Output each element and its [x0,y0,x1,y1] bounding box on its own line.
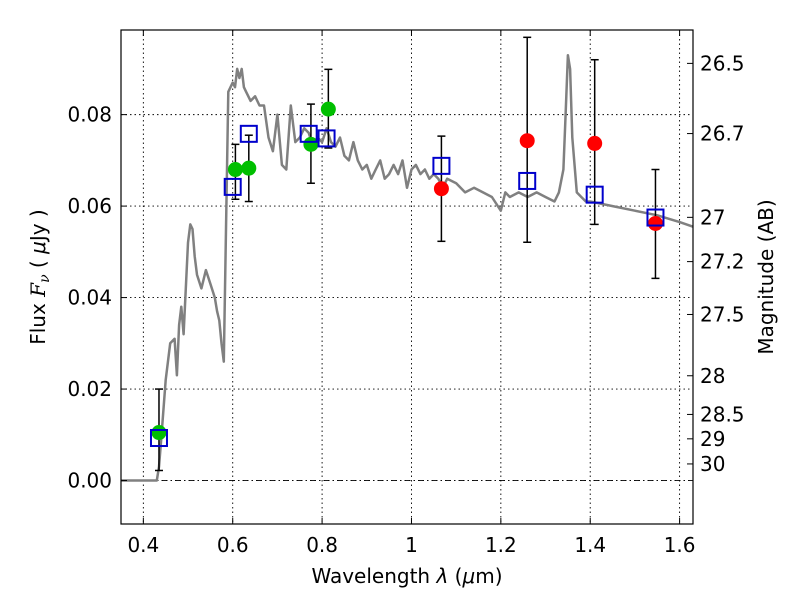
model-flux-square [239,124,258,143]
model-flux-square [223,177,242,196]
y-tick-label: 0.06 [67,194,112,218]
model-flux-square [518,171,537,190]
x-tick-label: 1.2 [485,533,517,557]
photometry-point [587,135,603,151]
photometry-point [433,181,449,197]
model-flux-square [317,129,336,148]
x-tick-label: 0.6 [217,533,249,557]
y-axis-label: Flux Fν ( μJy ) [26,209,53,345]
model-flux-square [149,429,168,448]
magnitude-tick-label: 28.5 [700,402,745,426]
x-tick-label: 1 [405,533,418,557]
x-tick-label: 1.4 [574,533,606,557]
y-axis-right-label: Magnitude (AB) [754,199,778,354]
model-flux-square [432,156,451,175]
model-flux-square [299,124,318,143]
y-tick-label: 0.00 [67,469,112,493]
model-spectrum-line [121,53,694,482]
photometry-point [519,133,535,149]
y-tick-label: 0.04 [67,286,112,310]
photometry-point [227,162,243,178]
plot-area [121,36,694,482]
magnitude-tick-label: 29 [700,427,725,451]
magnitude-tick-label: 27 [700,205,725,229]
magnitude-tick-label: 27.5 [700,302,745,326]
model-flux-square [585,185,604,204]
grid-lines [121,30,693,524]
photometry-point [303,136,319,152]
model-flux-square [646,208,665,227]
photometry-point [151,425,167,441]
magnitude-tick-label: 26.5 [700,51,745,75]
y-tick-label: 0.02 [67,377,112,401]
photometry-point [647,215,663,231]
plot-frame [120,29,694,525]
magnitude-tick-label: 30 [700,452,725,476]
x-tick-label: 0.4 [127,533,159,557]
magnitude-tick-label: 28 [700,364,725,388]
photometry-point [241,160,257,176]
y-tick-label: 0.08 [67,103,112,127]
magnitude-tick-label: 27.2 [700,250,745,274]
magnitude-tick-label: 26.7 [700,122,745,146]
photometry-point [320,101,336,117]
axis-ticks: 0.4 0.6 0.8 1 1.2 1.4 1.6 0.00 0.02 0.04 0.06 0.08 2… [67,30,745,557]
x-tick-label: 0.8 [306,533,338,557]
x-tick-label: 1.6 [664,533,696,557]
x-axis-label: Wavelength λ (μm) [311,564,502,588]
